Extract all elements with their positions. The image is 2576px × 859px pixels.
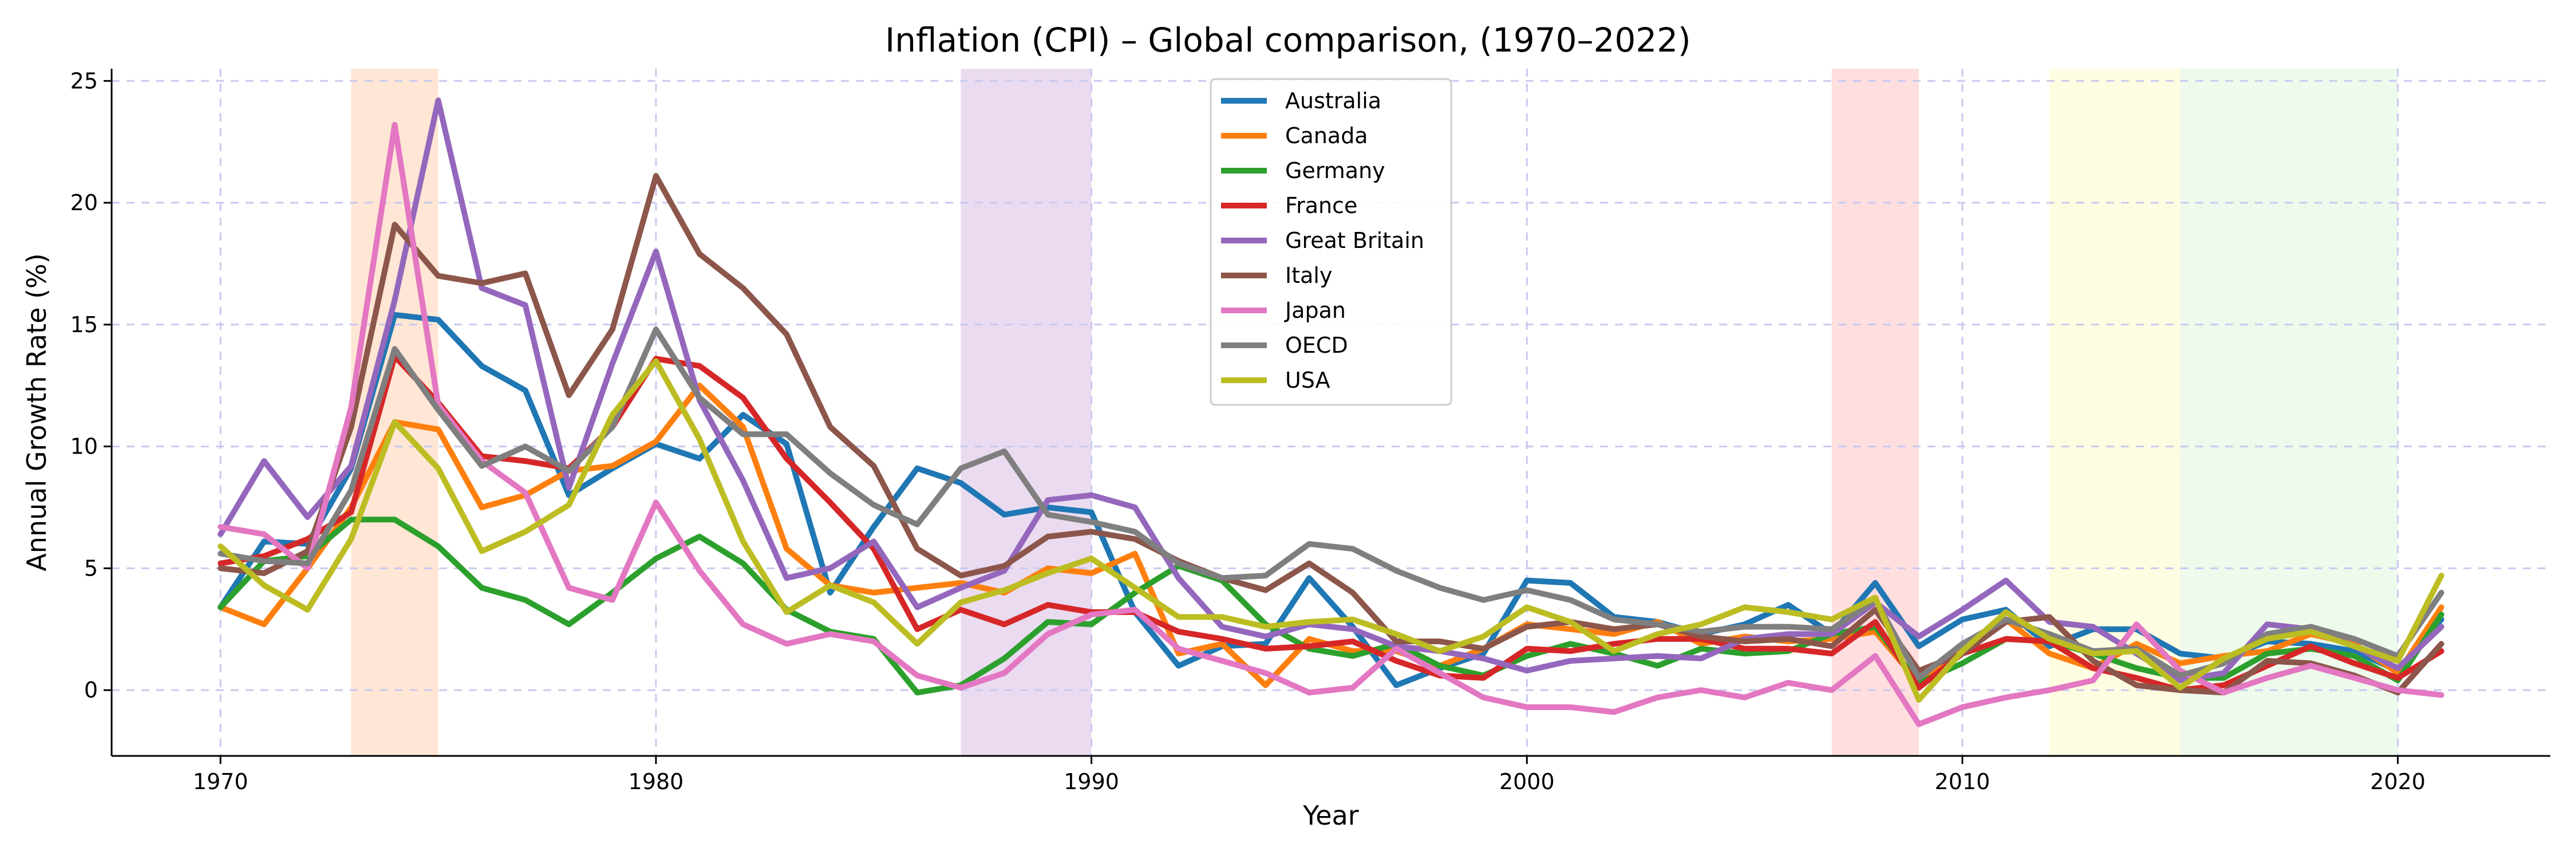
- y-tick-label-15: 15: [70, 312, 98, 337]
- axes: [110, 69, 2550, 757]
- x-ticks: 1970 1980 1990 2000 2010 2020: [193, 756, 2425, 794]
- x-tick-label-1970: 1970: [193, 769, 248, 794]
- legend-label-japan: Japan: [1284, 298, 1346, 323]
- y-tick-label-0: 0: [84, 677, 98, 703]
- x-tick-label-1990: 1990: [1064, 769, 1119, 794]
- y-tick-label-25: 25: [70, 68, 98, 93]
- y-tick-label-10: 10: [70, 434, 98, 459]
- legend-label-italy: Italy: [1285, 263, 1332, 288]
- x-tick-label-1980: 1980: [629, 769, 684, 794]
- legend-label-great-britain: Great Britain: [1285, 228, 1424, 253]
- x-tick-label-2010: 2010: [1935, 769, 1990, 794]
- y-tick-label-20: 20: [70, 190, 98, 215]
- legend-label-oecd: OECD: [1285, 333, 1348, 358]
- x-tick-label-2000: 2000: [1499, 769, 1555, 794]
- legend-label-germany: Germany: [1285, 158, 1385, 183]
- y-tick-label-5: 5: [84, 555, 98, 581]
- x-tick-label-2020: 2020: [2370, 769, 2425, 794]
- series-line-usa: [218, 358, 2444, 703]
- legend-label-usa: USA: [1285, 368, 1330, 393]
- y-ticks: 0 5 10 15 20 25: [70, 68, 112, 703]
- series-line-japan: [218, 121, 2444, 727]
- legend-box: [1210, 78, 1452, 406]
- legend-label-australia: Australia: [1285, 88, 1381, 113]
- y-axis-label: Annual Growth Rate (%): [21, 253, 52, 571]
- legend-label-canada: Canada: [1285, 123, 1368, 148]
- x-axis-label: Year: [1302, 800, 1358, 831]
- legend-label-france: France: [1285, 193, 1357, 218]
- chart-title: Inflation (CPI) – Global comparison, (19…: [885, 21, 1691, 60]
- series-line-oecd: [218, 326, 2444, 681]
- series-lines: [218, 97, 2444, 727]
- series-line-italy: [218, 173, 2444, 696]
- series-line-great-britain: [218, 97, 2444, 684]
- legend: Australia Canada Germany France Great Britai…: [1210, 78, 1452, 406]
